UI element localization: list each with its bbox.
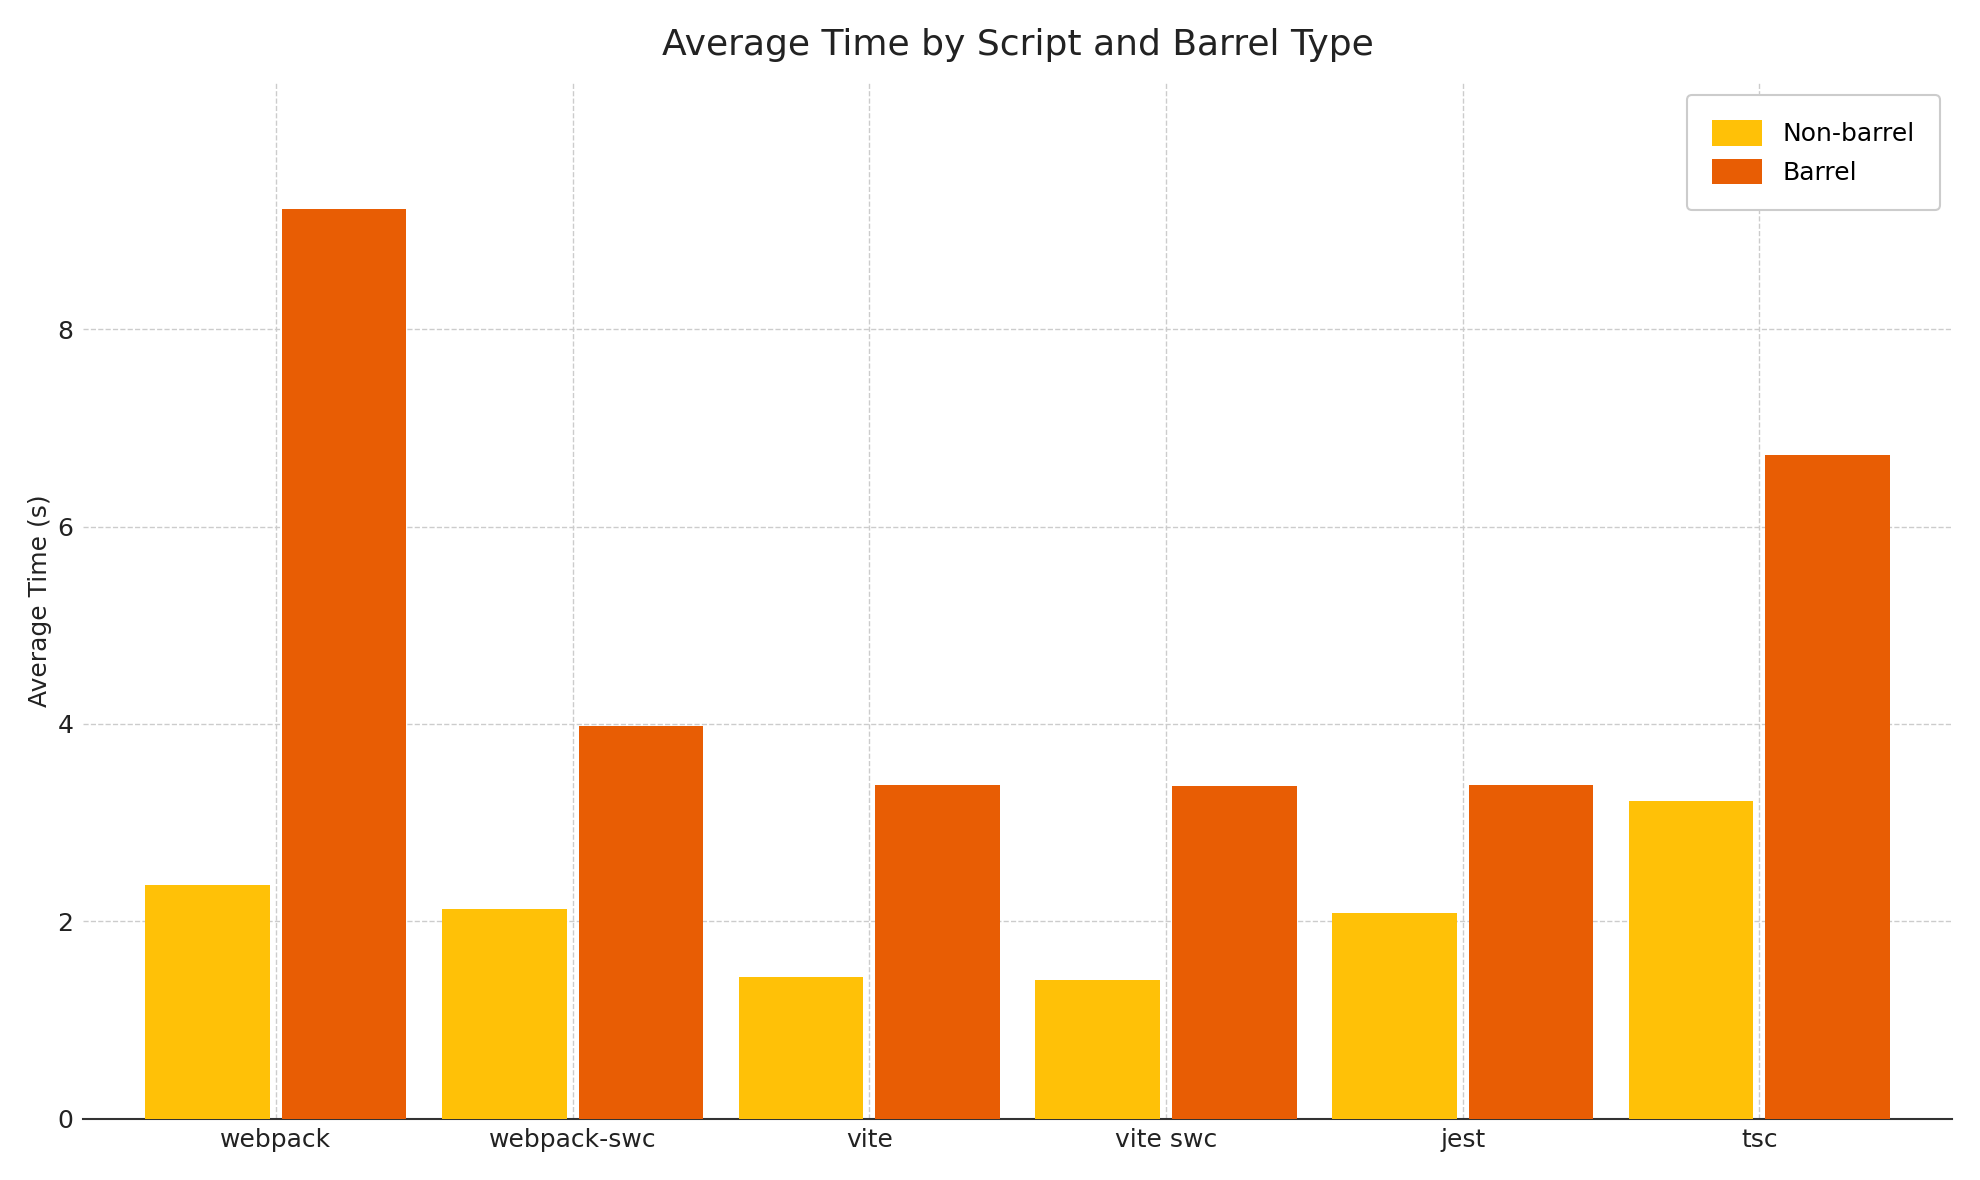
Bar: [1630, 801, 1754, 1119]
Bar: [1333, 913, 1457, 1119]
Y-axis label: Average Time (s): Average Time (s): [28, 494, 51, 707]
Bar: [578, 726, 703, 1119]
Bar: [1172, 786, 1297, 1119]
Title: Average Time by Script and Barrel Type: Average Time by Script and Barrel Type: [661, 28, 1374, 61]
Bar: [1469, 785, 1594, 1119]
Bar: [1766, 455, 1891, 1119]
Bar: [442, 910, 566, 1119]
Bar: [739, 977, 863, 1119]
Bar: [145, 885, 269, 1119]
Bar: [281, 209, 406, 1119]
Bar: [1036, 981, 1160, 1119]
Bar: [875, 785, 1000, 1119]
Legend: Non-barrel, Barrel: Non-barrel, Barrel: [1687, 96, 1940, 210]
